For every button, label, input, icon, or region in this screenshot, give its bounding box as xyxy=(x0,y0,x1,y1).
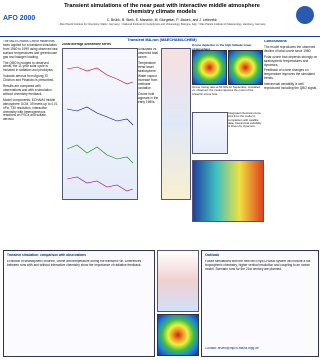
paragraph: Model components: ECHAM4 middle atmosphe… xyxy=(3,97,58,122)
paragraph: The QBO is nudged to observed winds, the… xyxy=(3,60,54,73)
title: Transient simulations of the near past w… xyxy=(64,3,260,16)
institute-emblem xyxy=(296,6,314,24)
figure-note: Simulated vs. observed total ozone xyxy=(138,48,159,59)
outlook-heading: Outlook xyxy=(205,253,220,257)
curve xyxy=(66,66,134,85)
panel-title: Zonal average ozone/time series xyxy=(62,43,112,46)
figure-note: Temperature trend lower stratosphere xyxy=(138,60,156,73)
conclusion-item: Feedback of ozone changes on temperature… xyxy=(264,68,315,81)
bottom-figure xyxy=(157,250,199,312)
bottom-text: Evolution of stratospheric chlorine, ozo… xyxy=(7,260,142,267)
right-text: Integrated chemical ozone loss from the … xyxy=(228,112,262,129)
loss-figure xyxy=(192,112,228,154)
column-figure xyxy=(192,160,264,222)
map-caption: Ozone mixing ratio at 50 hPa for Septemb… xyxy=(192,86,260,96)
conclusions: Conclusions The model reproduces the obse… xyxy=(264,40,318,245)
authors: C. Brühl¹, B. Steil¹, E. Manzini², M. Gi… xyxy=(106,18,218,22)
center-notes: Simulated vs. observed total ozone Temper… xyxy=(138,48,160,198)
curve xyxy=(66,144,134,164)
figure-note: Ozone hole appears in the early 1980s xyxy=(138,92,159,104)
outlook-text: Future simulations with the new MESSy/EC… xyxy=(205,260,311,271)
outlook-box: Outlook Future simulations with the new … xyxy=(201,250,319,357)
affiliations: ¹ Max Planck Institute for Chemistry, Ma… xyxy=(58,23,266,26)
paragraph: Results are compared with observations a… xyxy=(3,84,52,96)
conclusions-heading: Conclusions xyxy=(264,40,287,43)
paragraph: Volcanic aerosol from Agung, El Chichon … xyxy=(3,74,55,83)
right-heading: Ozone depletion in the high latitude low… xyxy=(192,43,252,51)
curve xyxy=(66,176,134,192)
figure-lines xyxy=(66,66,134,192)
ozone-map xyxy=(192,50,227,85)
bottom-left-box: Transient simulation: comparison with ob… xyxy=(3,250,155,357)
left-column: The MA-ECHAM4-CHEM model has been applie… xyxy=(3,40,58,245)
contact: Contact: bruehl@mpch-mainz.mpg.de xyxy=(205,347,259,350)
curve xyxy=(66,106,134,126)
time-series-figure xyxy=(62,48,138,200)
paragraph: The MA-ECHAM4-CHEM model has been applie… xyxy=(3,40,58,59)
bottom-map xyxy=(157,314,199,356)
center-heading: Transient MA-run (MAECHAM4-CHEM) xyxy=(127,38,197,42)
conclusion-item: The model reproduces the observed declin… xyxy=(264,44,316,53)
conclusion-item: Interannual variability is well reproduc… xyxy=(264,82,317,91)
conclusion-item: Polar ozone loss depends strongly on str… xyxy=(264,54,318,67)
ozone-map xyxy=(228,50,263,85)
bottom-heading: Transient simulation: comparison with ob… xyxy=(7,253,86,257)
logo: AFO 2000 xyxy=(3,15,36,22)
figure-note: Water vapour increase from methane oxida… xyxy=(138,74,158,91)
header: AFO 2000 Transient simulations of the ne… xyxy=(0,0,320,37)
side-figure xyxy=(161,48,191,200)
